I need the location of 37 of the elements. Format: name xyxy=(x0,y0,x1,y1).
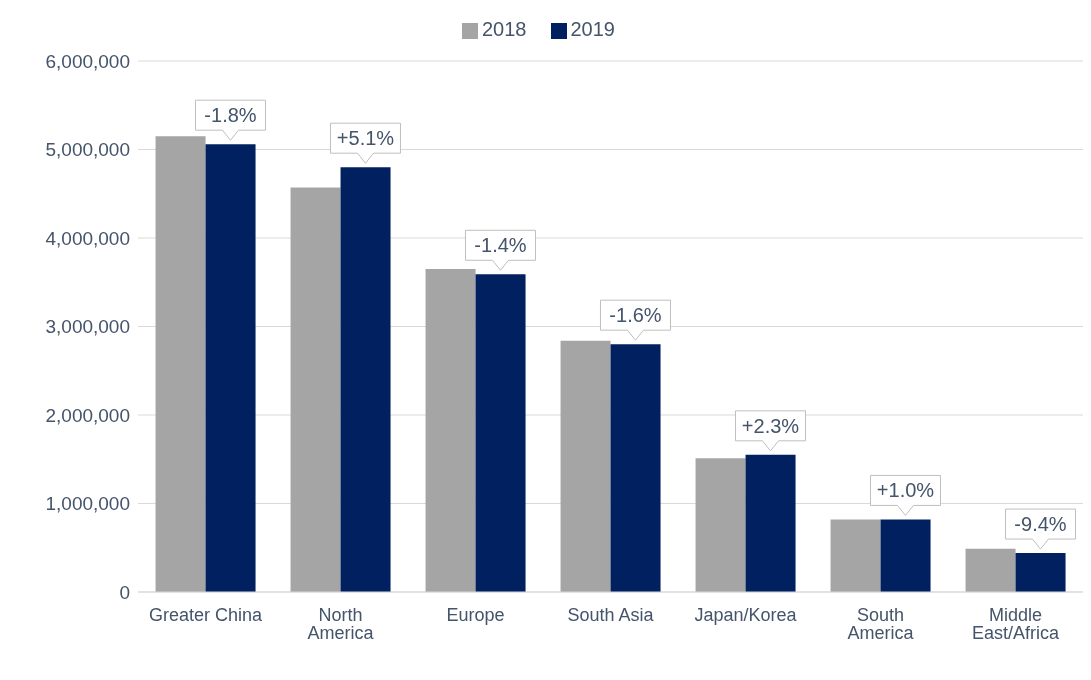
y-tick-label: 2,000,000 xyxy=(45,404,130,426)
bar xyxy=(290,187,341,592)
bar xyxy=(965,548,1016,592)
bar xyxy=(560,340,611,592)
y-tick-label: 1,000,000 xyxy=(45,493,130,515)
bar xyxy=(475,274,526,592)
annotation: +2.3% xyxy=(741,414,800,437)
y-tick-label: 3,000,000 xyxy=(45,316,130,338)
x-tick-label: Greater China xyxy=(148,604,264,625)
x-tick-label: South Asia xyxy=(567,604,655,625)
y-tick-label: 0 xyxy=(119,581,130,603)
bar xyxy=(745,454,796,592)
y-tick-label: 4,000,000 xyxy=(45,227,130,249)
x-tick-label: Japan/Korea xyxy=(694,604,798,625)
annotation: +1.0% xyxy=(876,479,935,502)
y-tick-label: 6,000,000 xyxy=(45,50,130,72)
annotation: +5.1% xyxy=(336,127,395,150)
bar xyxy=(1015,553,1066,592)
bar xyxy=(155,136,206,592)
legend-label: 2018 xyxy=(482,18,527,40)
bar xyxy=(695,458,746,592)
x-tick-label: South America xyxy=(847,604,915,643)
y-tick-label: 5,000,000 xyxy=(45,139,130,161)
bar xyxy=(205,144,256,592)
annotation: -1.8% xyxy=(204,104,257,127)
legend-label: 2019 xyxy=(570,18,615,40)
bar xyxy=(880,519,931,592)
x-tick-label: North America xyxy=(307,604,375,643)
bar xyxy=(830,519,881,592)
annotation: -9.4% xyxy=(1014,513,1067,536)
bar xyxy=(425,268,476,592)
annotation: -1.6% xyxy=(609,304,662,327)
bar xyxy=(340,167,391,592)
x-tick-label: Middle East/Africa xyxy=(971,604,1060,643)
bar xyxy=(610,344,661,592)
x-tick-label: Europe xyxy=(446,604,505,625)
annotation: -1.4% xyxy=(474,234,527,257)
